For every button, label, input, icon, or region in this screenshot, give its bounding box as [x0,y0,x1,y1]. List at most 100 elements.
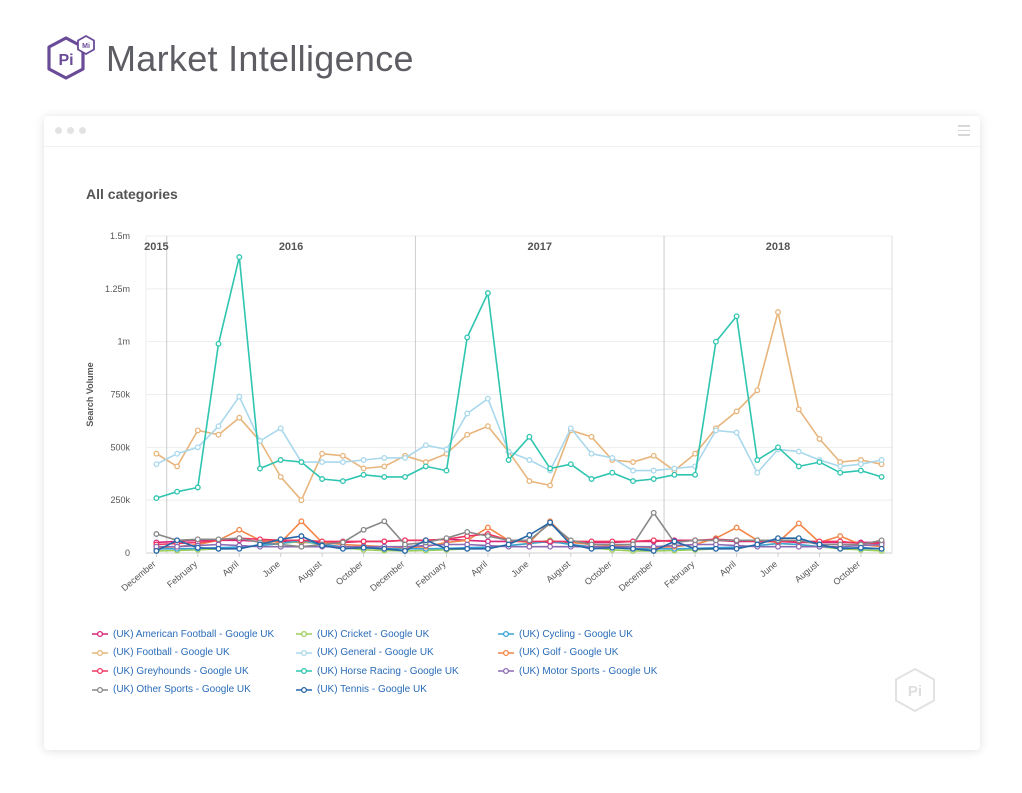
data-point[interactable] [547,465,554,472]
data-point[interactable] [174,543,181,550]
data-point[interactable] [630,467,636,474]
series-line[interactable] [155,311,882,502]
data-point[interactable] [650,467,657,474]
data-point[interactable] [505,457,512,463]
series-line[interactable] [156,395,882,474]
data-point[interactable] [733,524,740,531]
data-point[interactable] [215,423,222,430]
data-point[interactable] [339,545,346,552]
window-dot-icon[interactable] [55,127,62,134]
data-point[interactable] [650,509,657,516]
data-point[interactable] [754,469,761,476]
data-point[interactable] [588,545,595,552]
data-point[interactable] [319,476,326,482]
data-point[interactable] [236,414,243,421]
data-point[interactable] [381,473,388,480]
data-point[interactable] [277,473,284,480]
data-point[interactable] [443,467,450,474]
data-point[interactable] [526,433,533,440]
data-point[interactable] [484,395,491,402]
data-point[interactable] [878,537,885,544]
data-point[interactable] [443,535,450,542]
data-point[interactable] [795,543,802,550]
data-point[interactable] [630,459,636,466]
data-point[interactable] [464,431,471,438]
data-point[interactable] [712,537,719,544]
data-point[interactable] [671,471,678,478]
data-point[interactable] [547,543,554,550]
data-point[interactable] [567,541,574,548]
data-point[interactable] [795,448,802,455]
data-point[interactable] [402,473,408,480]
data-point[interactable] [381,538,388,545]
data-point[interactable] [153,547,160,554]
legend-item[interactable]: (UK) Cricket - Google UK [296,626,429,642]
data-point[interactable] [360,544,367,551]
data-point[interactable] [443,446,450,453]
data-point[interactable] [194,544,201,551]
data-point[interactable] [754,457,761,463]
data-point[interactable] [609,469,616,476]
data-point[interactable] [712,545,719,552]
data-point[interactable] [712,338,719,345]
data-point[interactable] [174,537,181,544]
hamburger-icon[interactable] [958,125,970,139]
data-point[interactable] [319,450,326,457]
data-point[interactable] [464,410,471,417]
data-point[interactable] [692,450,699,457]
data-point[interactable] [422,537,429,544]
legend-item[interactable]: (UK) Motor Sports - Google UK [498,663,657,679]
data-point[interactable] [878,457,885,463]
data-point[interactable] [754,387,761,394]
data-point[interactable] [816,435,823,442]
data-point[interactable] [277,425,284,432]
data-point[interactable] [484,524,491,531]
data-point[interactable] [277,541,284,548]
data-point[interactable] [878,473,885,480]
data-point[interactable] [319,459,326,466]
data-point[interactable] [795,406,802,413]
data-point[interactable] [650,476,657,482]
data-point[interactable] [360,538,367,545]
data-point[interactable] [194,536,201,543]
data-point[interactable] [174,450,181,457]
data-point[interactable] [194,427,201,434]
data-point[interactable] [526,457,533,463]
data-point[interactable] [484,290,491,297]
data-point[interactable] [837,533,844,540]
data-point[interactable] [733,429,740,436]
data-point[interactable] [795,535,802,542]
data-point[interactable] [298,533,305,540]
data-point[interactable] [381,454,388,461]
data-point[interactable] [360,471,367,478]
data-point[interactable] [464,334,471,341]
legend-item[interactable]: (UK) Other Sports - Google UK [92,682,251,698]
data-point[interactable] [733,545,740,552]
data-point[interactable] [402,454,408,461]
data-point[interactable] [153,450,160,457]
data-point[interactable] [671,538,678,545]
data-point[interactable] [547,519,554,526]
data-point[interactable] [526,532,533,538]
data-point[interactable] [547,482,554,489]
data-point[interactable] [360,526,367,533]
data-point[interactable] [775,543,781,550]
data-point[interactable] [153,461,160,468]
data-point[interactable] [526,478,533,485]
data-point[interactable] [837,463,844,470]
data-point[interactable] [339,459,346,466]
data-point[interactable] [402,547,408,554]
data-point[interactable] [236,526,243,533]
data-point[interactable] [588,450,595,457]
data-point[interactable] [402,541,408,548]
data-point[interactable] [215,431,222,438]
data-point[interactable] [588,476,595,482]
data-point[interactable] [422,442,429,449]
data-point[interactable] [567,461,574,468]
data-point[interactable] [609,454,616,461]
legend-item[interactable]: (UK) Greyhounds - Google UK [92,663,249,679]
data-point[interactable] [775,309,781,316]
data-point[interactable] [257,438,263,444]
legend-item[interactable]: (UK) Tennis - Google UK [296,682,427,698]
data-point[interactable] [630,545,636,552]
